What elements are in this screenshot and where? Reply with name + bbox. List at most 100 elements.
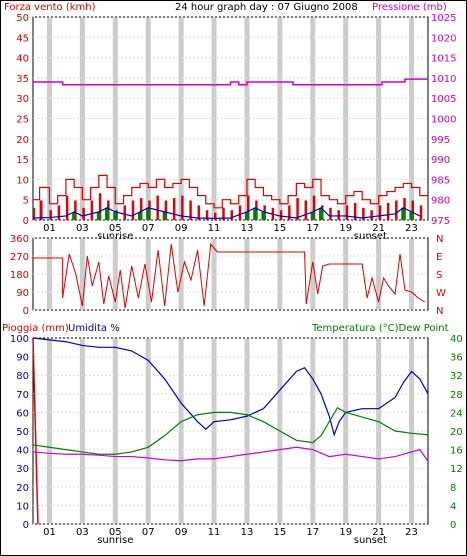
wind-axis-title: Forza vento (kmh) [4, 2, 96, 13]
wind-bar-3 [57, 205, 61, 220]
wind-bar-11 [123, 205, 126, 220]
humidity-x-tick-17: 17 [306, 527, 319, 538]
temperature-tick-28: 28 [450, 390, 463, 401]
humidity-x-tick-21: 21 [372, 527, 385, 538]
grid-band-2-17 [310, 339, 316, 523]
wind-avg-bar-17 [253, 207, 258, 220]
wind-bar-31 [288, 205, 291, 220]
humidity-x-tick-11: 11 [208, 527, 221, 538]
temperature-tick-32: 32 [450, 371, 463, 382]
wind-x-tick-05: 05 [109, 223, 122, 234]
dewpoint-series [32, 446, 429, 462]
humidity-axis-title: Umidita % [68, 323, 120, 334]
compass-label-4: N [436, 306, 443, 317]
wind-bar-30 [279, 210, 283, 220]
pressure-tick-985: 985 [431, 175, 450, 186]
wind-avg-bar-9 [137, 211, 142, 220]
wind-gust-series [33, 174, 428, 209]
wind-bar-23 [222, 207, 225, 220]
wind-bar-42 [378, 205, 382, 220]
pressure-tick-975: 975 [431, 216, 450, 227]
grid-band-2-05 [112, 339, 118, 523]
wind-x-tick-17: 17 [306, 223, 319, 234]
wind-bar-32 [296, 198, 299, 220]
grid-band-1-23 [409, 239, 415, 309]
wind-tick-0: 0 [23, 216, 29, 227]
wind-tick-45: 45 [16, 33, 29, 44]
compass-label-2: S [436, 270, 442, 281]
wind-tick-50: 50 [16, 13, 29, 24]
wind-bar-15 [156, 195, 159, 220]
grid-band-0-15 [277, 18, 283, 219]
wind-avg-bar-28 [401, 207, 406, 220]
wind-bar-4 [65, 195, 69, 220]
humidity-x-tick-19: 19 [339, 527, 352, 538]
wind-bar-12 [131, 200, 135, 220]
humidity-tick-100: 100 [10, 334, 29, 345]
wind-bar-6 [82, 207, 85, 220]
temperature-tick-12: 12 [450, 464, 463, 475]
wind-x-tick-09: 09 [175, 223, 188, 234]
wind-tick-20: 20 [16, 135, 29, 146]
direction-tick-90: 90 [16, 288, 29, 299]
pressure-tick-1025: 1025 [431, 13, 456, 24]
wind-bar-20 [197, 205, 201, 220]
wind-avg-bar-5 [96, 211, 101, 220]
grid-band-0-17 [310, 18, 316, 219]
grid-band-2-23 [409, 339, 415, 523]
humidity-tick-80: 80 [16, 371, 29, 382]
humidity-x-tick-15: 15 [274, 527, 287, 538]
grid-band-2-07 [145, 339, 151, 523]
humidity-tick-30: 30 [16, 464, 29, 475]
compass-label-1: E [436, 252, 442, 263]
pressure-tick-990: 990 [431, 155, 450, 166]
pressure-tick-1005: 1005 [431, 94, 456, 105]
humidity-tick-10: 10 [16, 501, 29, 512]
sunset-label: sunset [354, 231, 387, 242]
sunrise-label-bottom: sunrise [97, 535, 133, 546]
wind-tick-5: 5 [23, 196, 29, 207]
wind-bar-24 [230, 210, 233, 220]
humidity-tick-90: 90 [16, 353, 29, 364]
wind-x-tick-11: 11 [208, 223, 221, 234]
temperature-series [32, 406, 429, 455]
wind-bar-13 [139, 198, 143, 220]
wind-avg-bar-10 [146, 207, 151, 220]
humidity-series [32, 337, 429, 437]
humidity-x-tick-05: 05 [109, 527, 122, 538]
direction-tick-360: 360 [10, 234, 29, 245]
wind-bar-33 [304, 200, 308, 220]
wind-tick-30: 30 [16, 94, 29, 105]
wind-bar-41 [370, 210, 373, 220]
humidity-tick-50: 50 [16, 427, 29, 438]
pressure-tick-1000: 1000 [431, 115, 456, 126]
wind-avg-bar-16 [244, 211, 249, 220]
wind-bar-0 [33, 207, 35, 220]
temperature-tick-40: 40 [450, 334, 463, 345]
wind-bar-7 [90, 200, 94, 220]
grid-band-0-05 [112, 18, 118, 219]
wind-avg-bar-11 [162, 211, 167, 220]
humidity-x-tick-03: 03 [76, 527, 89, 538]
wind-bar-18 [181, 195, 184, 220]
wind-tick-15: 15 [16, 155, 29, 166]
compass-label-3: W [436, 288, 446, 299]
temperature-tick-24: 24 [450, 408, 463, 419]
wind-x-tick-07: 07 [142, 223, 155, 234]
wind-bar-25 [238, 205, 242, 220]
pressure-tick-1010: 1010 [431, 74, 456, 85]
wind-tick-25: 25 [16, 115, 29, 126]
humidity-x-tick-09: 09 [175, 527, 188, 538]
direction-tick-180: 180 [10, 270, 29, 281]
humidity-x-tick-01: 01 [43, 527, 56, 538]
wind-avg-series [32, 207, 421, 219]
grid-band-1-07 [145, 239, 151, 309]
pressure-tick-995: 995 [431, 135, 450, 146]
pressure-tick-980: 980 [431, 196, 450, 207]
wind-avg-bar-18 [261, 211, 266, 220]
pressure-tick-1020: 1020 [431, 33, 456, 44]
wind-x-tick-19: 19 [339, 223, 352, 234]
wind-x-tick-23: 23 [405, 223, 418, 234]
